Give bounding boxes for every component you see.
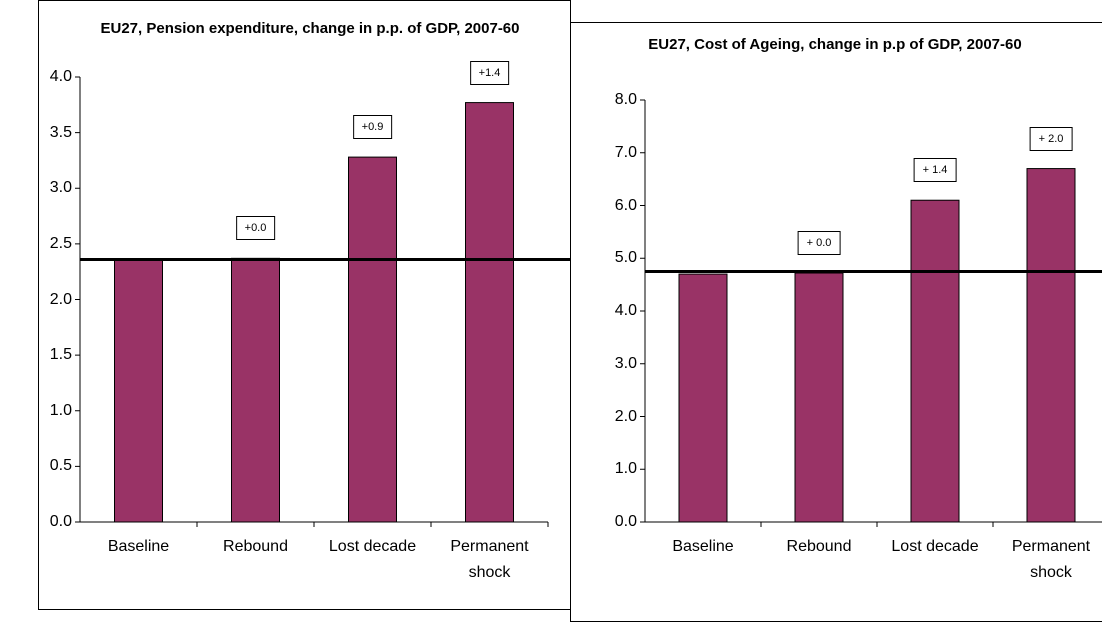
x-tick-label: Baseline bbox=[672, 538, 734, 555]
chart-title: EU27, Cost of Ageing, change in p.p of G… bbox=[648, 36, 1022, 53]
y-tick-label: 2.0 bbox=[614, 407, 637, 425]
x-tick-label: Permanent shock bbox=[450, 538, 529, 581]
bar bbox=[231, 257, 280, 523]
bar-annotation: + 0.0 bbox=[797, 231, 841, 256]
y-tick-label: 0.5 bbox=[49, 457, 72, 475]
y-tick-label: 2.5 bbox=[49, 234, 72, 252]
y-tick-label: 1.5 bbox=[49, 346, 72, 364]
y-tick-label: 0.0 bbox=[614, 513, 637, 530]
x-tick-label: Lost decade bbox=[891, 538, 979, 555]
y-tick-label: 5.0 bbox=[614, 249, 637, 267]
y-tick-label: 4.0 bbox=[49, 68, 72, 85]
bar-annotation: +0.0 bbox=[235, 216, 276, 241]
y-tick-label: 8.0 bbox=[614, 91, 637, 108]
y-tick-label: 1.0 bbox=[614, 460, 637, 478]
y-tick-label: 3.5 bbox=[49, 123, 72, 141]
x-tick-label: Rebound bbox=[786, 538, 852, 555]
x-tick-label: Baseline bbox=[107, 538, 170, 555]
bar bbox=[465, 102, 514, 523]
bar-annotation: + 1.4 bbox=[913, 158, 957, 183]
chart-title: EU27, Pension expenditure, change in p.p… bbox=[100, 20, 520, 37]
bar-annotation: + 2.0 bbox=[1029, 126, 1073, 151]
x-tick-label: Lost decade bbox=[328, 538, 417, 555]
bar bbox=[794, 272, 844, 523]
y-tick-label: 1.0 bbox=[49, 401, 72, 419]
bar bbox=[910, 199, 960, 523]
y-tick-label: 3.0 bbox=[49, 179, 72, 197]
chart bbox=[75, 76, 1102, 527]
bar bbox=[678, 273, 728, 523]
x-tick-label: Permanent shock bbox=[1011, 538, 1091, 581]
y-tick-label: 6.0 bbox=[614, 196, 637, 214]
x-tick-label: Rebound bbox=[223, 538, 288, 555]
y-tick-label: 0.0 bbox=[49, 513, 72, 530]
page: (() => { const data = JSON.parse(documen… bbox=[38, 0, 1102, 622]
bar bbox=[114, 258, 163, 523]
bar-annotation: +0.9 bbox=[352, 115, 393, 140]
y-tick-label: 2.0 bbox=[49, 290, 72, 308]
y-tick-label: 7.0 bbox=[614, 143, 637, 161]
bar bbox=[348, 156, 397, 523]
y-tick-label: 3.0 bbox=[614, 354, 637, 372]
y-tick-label: 4.0 bbox=[614, 302, 637, 319]
bar bbox=[1026, 168, 1076, 523]
bar-annotation: +1.4 bbox=[469, 60, 510, 85]
